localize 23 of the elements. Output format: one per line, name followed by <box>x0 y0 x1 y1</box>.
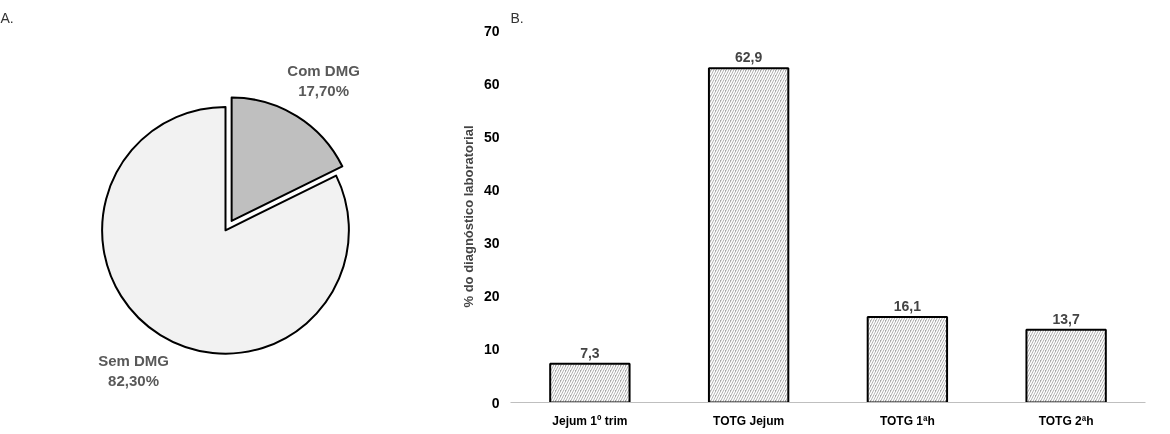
y-tick-label: 20 <box>483 288 500 305</box>
x-tick-label: TOTG 1ªh <box>879 413 935 428</box>
slice-label: Com DMG <box>287 61 360 79</box>
y-tick-label: 40 <box>483 181 500 198</box>
data-label: 13,7 <box>1052 310 1080 327</box>
slice-label: Sem DMG <box>98 352 169 369</box>
chart-title: A. <box>0 9 14 26</box>
y-tick-label: 0 <box>491 394 500 411</box>
data-label: 62,9 <box>735 49 763 66</box>
data-label: 7,3 <box>580 344 600 361</box>
data-label: 82,30% <box>108 372 159 390</box>
y-tick-label: 10 <box>483 341 500 358</box>
chart-title: B. <box>510 9 524 26</box>
x-tick-label: Jejum 1º trim <box>552 413 628 428</box>
y-tick-label: 30 <box>483 235 500 252</box>
data-label: 17,70% <box>298 82 350 100</box>
y-tick-label: 50 <box>483 128 500 145</box>
y-tick-label: 60 <box>483 75 500 92</box>
y-tick-label: 70 <box>483 22 500 39</box>
data-label: 16,1 <box>893 297 922 314</box>
x-tick-label: TOTG 2ªh <box>1038 413 1094 428</box>
x-tick-label: TOTG Jejum <box>713 413 785 428</box>
y-axis-title: % do diagnóstico laboratorial <box>460 125 476 308</box>
